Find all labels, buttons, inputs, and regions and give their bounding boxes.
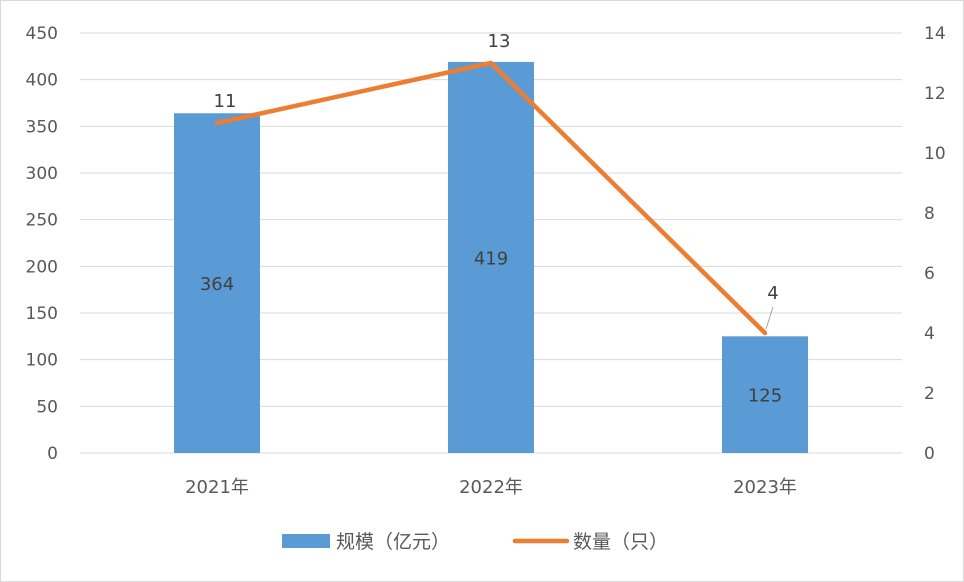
leader-line (765, 306, 774, 330)
line-series (214, 60, 768, 336)
bar-data-label: 364 (200, 274, 234, 295)
right-axis-ticks: 0 2 4 6 8 10 12 14 (924, 24, 946, 464)
line-data-label: 11 (214, 91, 237, 112)
bar-data-label: 419 (474, 248, 508, 269)
left-tick-label: 350 (26, 117, 58, 137)
left-tick-label: 450 (26, 24, 58, 44)
category-label: 2021年 (185, 477, 249, 498)
right-tick-label: 12 (924, 84, 946, 104)
bar (174, 113, 260, 454)
category-label: 2022年 (459, 477, 523, 498)
bar-series (174, 61, 808, 454)
legend-label: 数量（只） (573, 531, 668, 553)
right-tick-label: 8 (924, 204, 935, 224)
left-tick-label: 300 (26, 164, 58, 184)
left-tick-label: 400 (26, 71, 58, 91)
line-data-labels: 11 13 4 (214, 31, 779, 330)
legend: 规模（亿元） 数量（只） (282, 531, 668, 553)
left-tick-label: 100 (26, 351, 58, 371)
bar (722, 336, 808, 453)
category-labels: 2021年 2022年 2023年 (185, 477, 797, 498)
line-data-label: 13 (488, 31, 511, 52)
bar (448, 61, 534, 453)
legend-bar-swatch (282, 534, 330, 548)
right-tick-label: 0 (924, 444, 935, 464)
bar-data-label: 125 (748, 386, 782, 407)
right-tick-label: 6 (924, 264, 935, 284)
right-tick-label: 14 (924, 24, 946, 44)
legend-label: 规模（亿元） (336, 531, 450, 553)
right-tick-label: 2 (924, 384, 935, 404)
category-label: 2023年 (733, 477, 797, 498)
left-axis-ticks: 0 50 100 150 200 250 300 350 400 450 (26, 24, 58, 464)
right-tick-label: 4 (924, 324, 935, 344)
left-tick-label: 50 (36, 397, 58, 417)
left-tick-label: 250 (26, 211, 58, 231)
left-tick-label: 150 (26, 304, 58, 324)
line-data-label: 4 (767, 283, 778, 304)
left-tick-label: 200 (26, 257, 58, 277)
left-tick-label: 0 (47, 444, 58, 464)
bar-data-labels: 364 419 125 (200, 248, 782, 406)
right-tick-label: 10 (924, 144, 946, 164)
